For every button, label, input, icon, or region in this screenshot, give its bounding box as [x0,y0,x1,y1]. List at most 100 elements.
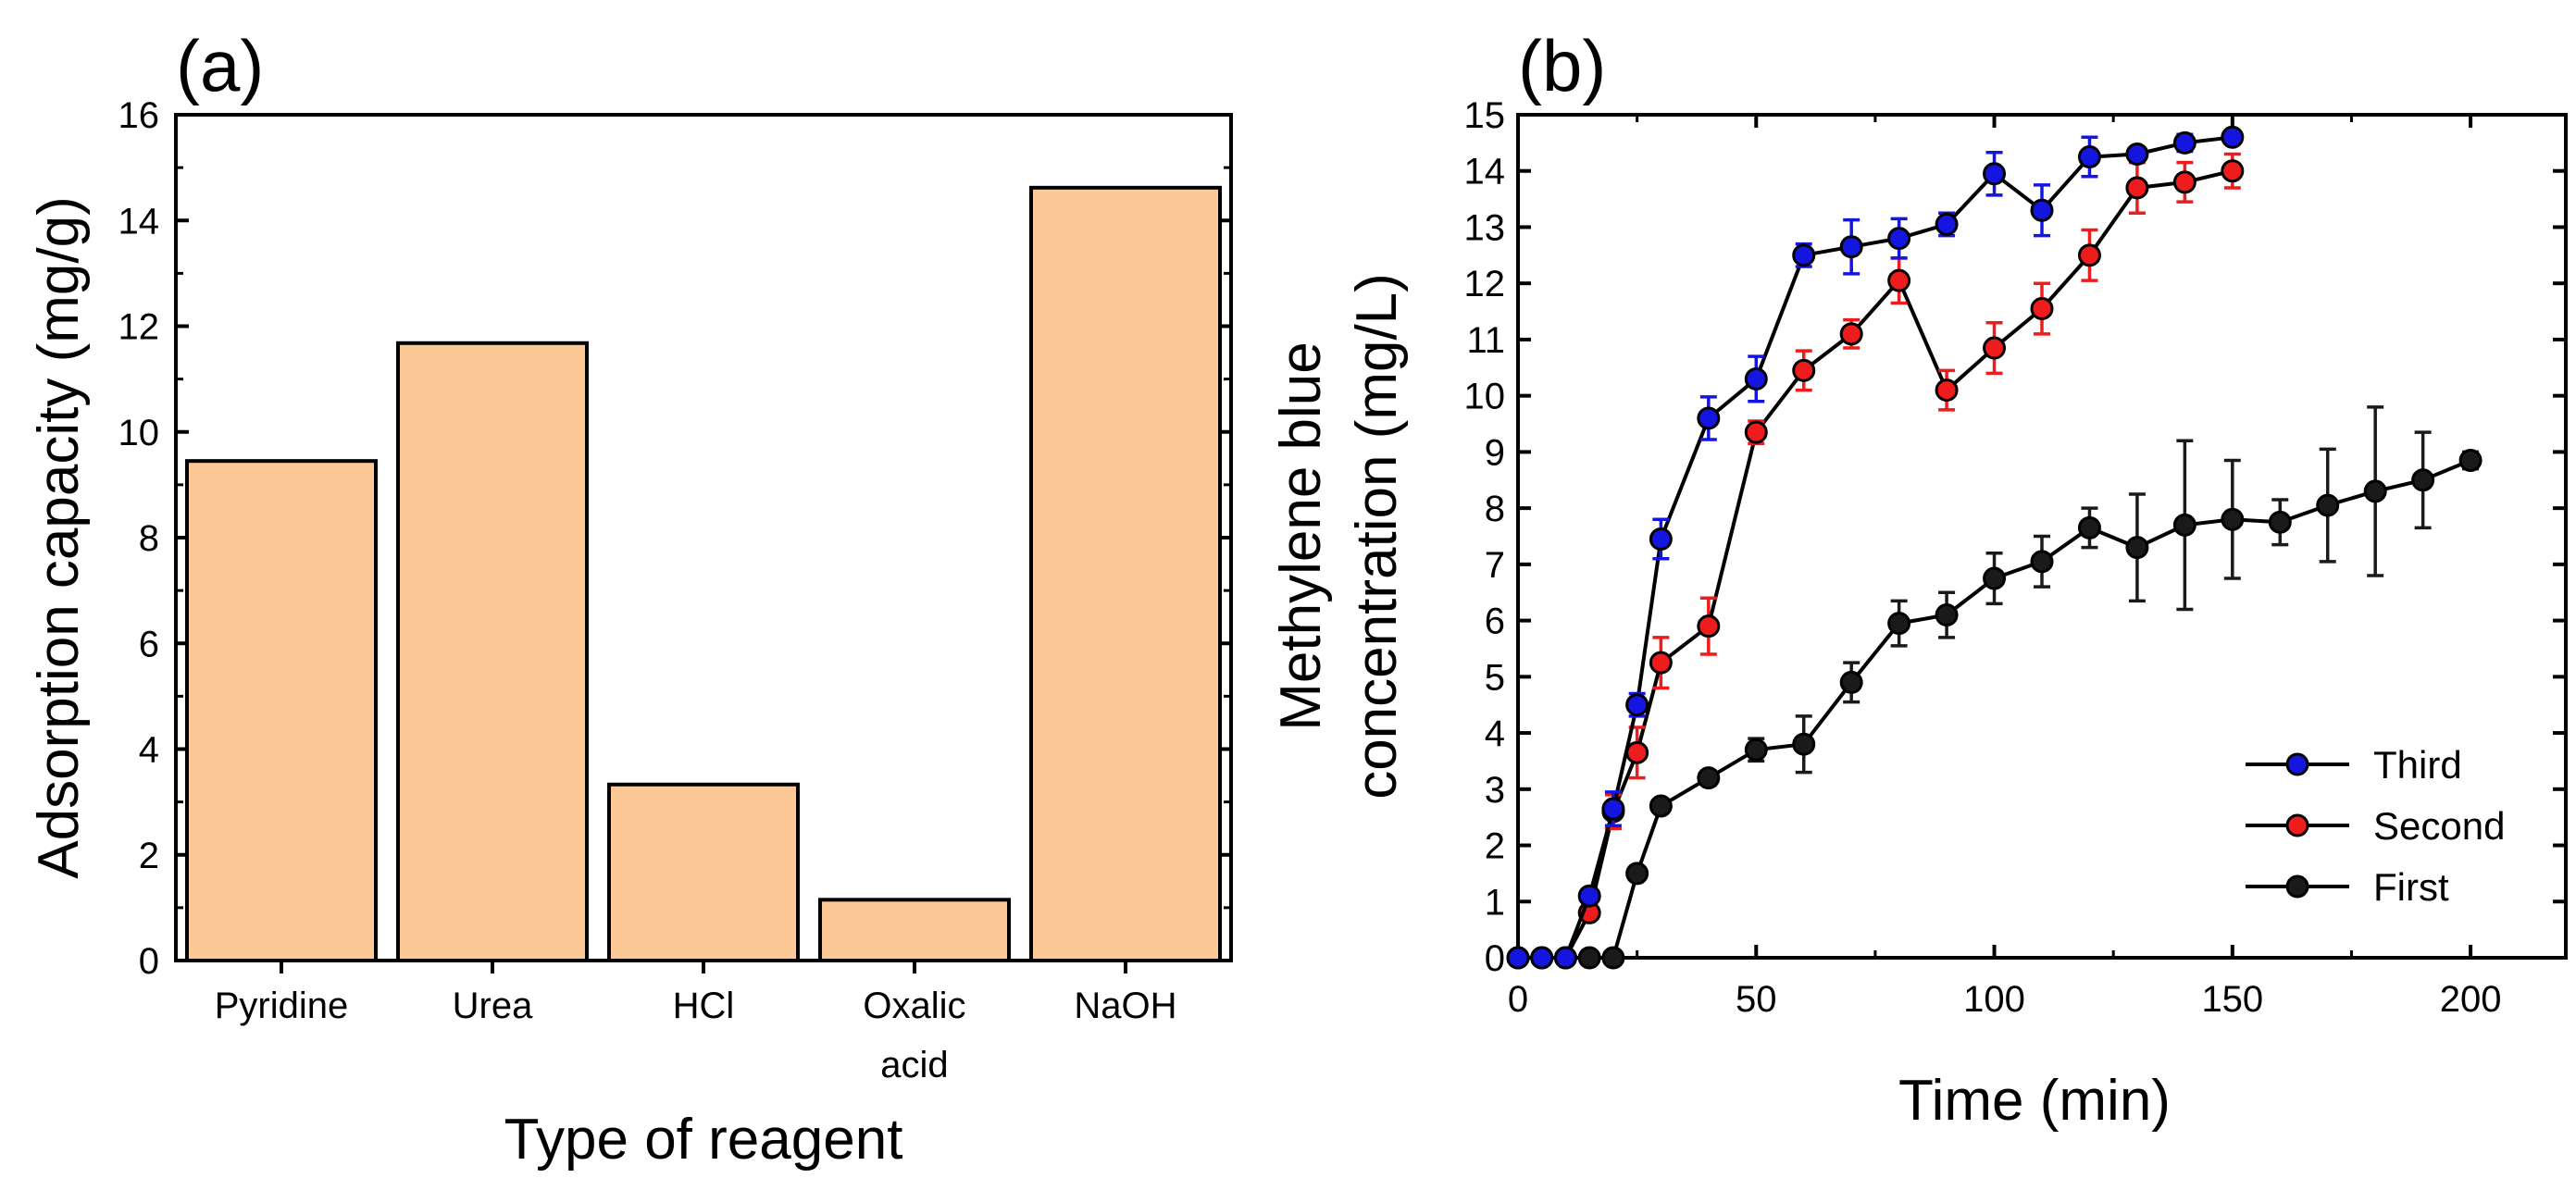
y-tick-label: 14 [118,201,160,242]
data-point-third [1935,212,1959,236]
x-tick-label-pyridine: Pyridine [215,986,349,1026]
data-point-first [2221,507,2245,531]
data-point-third [1506,946,1530,970]
series-second [1506,152,2245,970]
data-point-second [1887,268,1911,292]
legend-marker-third [2285,752,2309,776]
y-tick-label: 8 [1485,489,1505,529]
legend-label-third: Third [2373,743,2462,787]
legend-marker-first [2285,874,2309,899]
y-tick-label: 1 [1485,882,1505,923]
data-point-third [2125,143,2149,167]
data-point-first [1625,862,1649,886]
plot-frame [1516,113,2568,960]
y-axis-title: Methylene blue concentration (mg/L) [1269,273,1409,800]
y-tick-label: 10 [1464,377,1506,417]
y-tick-label: 0 [1485,938,1505,979]
data-point-third [1887,227,1911,251]
y-tick-label: 3 [1485,770,1505,811]
y-tick-label: 2 [1485,826,1505,867]
y-tick-label: 8 [139,518,159,559]
x-axis-title: Time (min) [1898,1069,2171,1133]
y-tick-label: 16 [118,95,160,136]
series-line-second [1518,168,2234,960]
data-point-third [1697,406,1721,430]
x-tick-label-naoh: NaOH [1074,986,1176,1026]
legend-label-first: First [2373,865,2449,909]
y-tick-label: 2 [139,836,159,876]
data-point-third [2030,198,2054,222]
data-point-second [2030,297,2054,321]
data-point-third [1744,366,1768,391]
y-tick-label: 12 [1464,264,1506,304]
bar-hcl [607,782,800,962]
data-point-second [1649,651,1673,675]
bar-naoh [1029,185,1222,962]
data-point-third [1649,527,1673,552]
data-point-third [1625,693,1649,717]
y-tick-label: 13 [1464,207,1506,248]
panel-a-bar-chart: (a) 0 2 4 6 8 10 12 14 16 Pyridine Urea HCl Oxalic aci… [27,25,1233,1172]
panel-a-label: (a) [176,25,264,106]
data-point-second [1935,378,1959,403]
data-point-first [2077,515,2101,539]
x-axis-title: Type of reagent [504,1108,903,1172]
data-point-second [1983,336,2007,360]
data-point-second [1697,614,1721,639]
data-point-third [1983,162,2007,186]
data-point-first [1601,946,1625,970]
series-third [1506,125,2245,970]
y-tick-label: 0 [139,941,159,982]
data-point-second [2221,159,2245,183]
bar-oxalic-acid [818,898,1011,963]
x-tick-label: 50 [1736,979,1777,1020]
data-point-third [1553,946,1577,970]
data-point-second [1792,358,1816,382]
data-point-third [2077,145,2101,169]
data-point-first [1839,670,1863,694]
data-point-first [1887,612,1911,636]
data-point-second [2077,243,2101,267]
x-tick-label: 100 [1963,979,2025,1020]
data-point-first [2172,513,2196,537]
y-tick-label: 4 [139,730,159,771]
y-tick-label: 6 [1485,601,1505,642]
data-point-first [1697,766,1721,790]
data-point-third [1601,797,1625,821]
x-tick-label-urea: Urea [453,986,533,1026]
data-point-first [2268,510,2292,534]
legend: Third Second First [2246,743,2505,909]
x-tick-label-oxalic: Oxalic [863,986,965,1026]
bar-pyridine [185,459,378,962]
legend-label-second: Second [2373,804,2505,848]
series-line-third [1518,135,2234,960]
x-tick-label-hcl: HCl [673,986,735,1026]
y-tick-label: 9 [1485,432,1505,473]
data-point-first [2411,468,2435,492]
y-axis-title: Adsorption capacity (mg/g) [27,196,91,878]
data-point-second [1625,740,1649,764]
data-point-third [1839,235,1863,259]
data-point-second [2125,176,2149,200]
y-tick-label: 14 [1464,152,1506,192]
legend-marker-second [2285,813,2309,837]
x-tick-label-acid: acid [880,1045,948,1085]
data-point-third [1792,243,1816,267]
data-point-first [2363,479,2387,503]
data-point-first [1744,738,1768,762]
y-tick-label: 4 [1485,713,1505,754]
data-point-third [2172,130,2196,155]
x-tick-label: 200 [2440,979,2502,1020]
y-tick-label: 15 [1464,95,1506,136]
data-point-second [1744,420,1768,444]
data-point-second [1839,322,1863,346]
data-point-third [1577,884,1601,908]
data-point-first [2316,493,2340,517]
series-first [1506,405,2483,970]
data-point-first [2030,550,2054,574]
y-tick-label: 7 [1485,545,1505,586]
data-point-first [1577,946,1601,970]
data-point-third [2221,125,2245,149]
